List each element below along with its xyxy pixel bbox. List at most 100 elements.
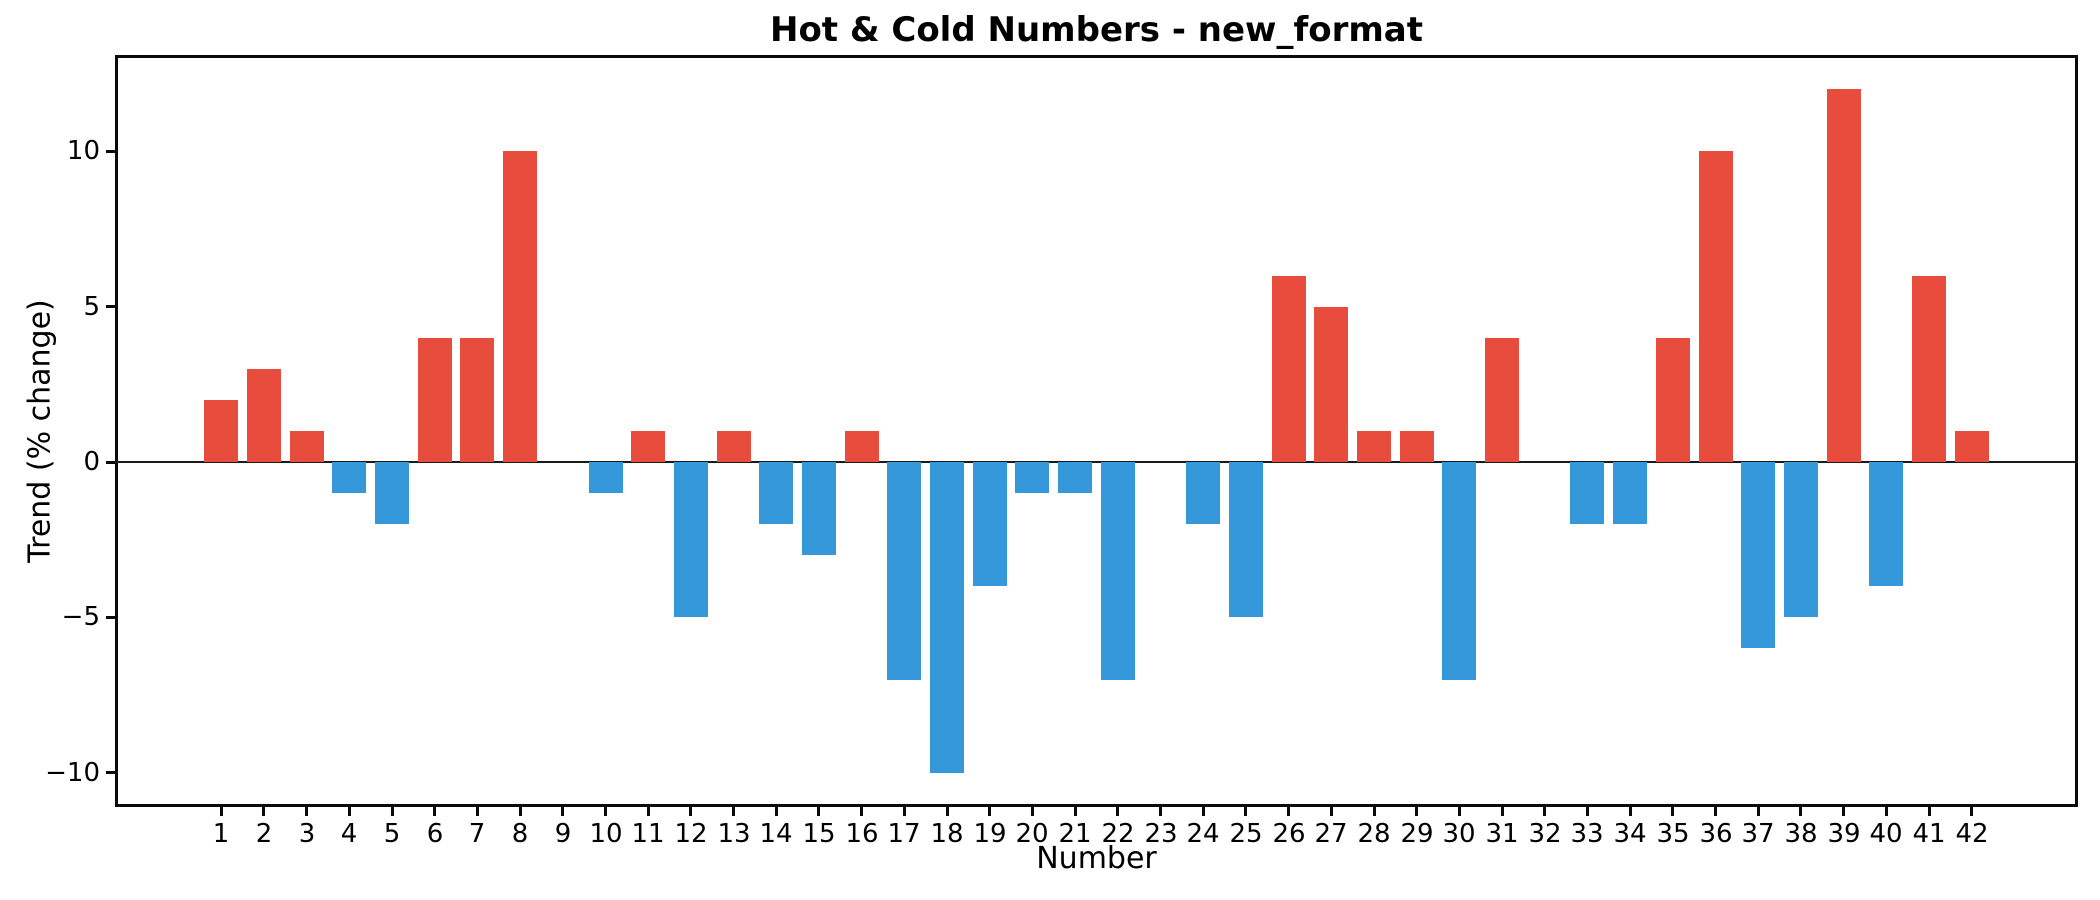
bar-13 xyxy=(717,431,751,462)
x-tick-mark-5 xyxy=(391,807,394,816)
y-tick-label--5: −5 xyxy=(61,602,100,632)
x-tick-label-16: 16 xyxy=(845,819,879,849)
x-tick-mark-30 xyxy=(1458,807,1461,816)
x-tick-label-10: 10 xyxy=(589,819,623,849)
bar-19 xyxy=(973,462,1007,586)
x-tick-mark-2 xyxy=(262,807,265,816)
x-tick-mark-42 xyxy=(1970,807,1973,816)
x-tick-mark-38 xyxy=(1799,807,1802,816)
x-tick-label-28: 28 xyxy=(1357,819,1391,849)
x-tick-mark-36 xyxy=(1714,807,1717,816)
x-tick-mark-35 xyxy=(1671,807,1674,816)
x-tick-mark-27 xyxy=(1330,807,1333,816)
x-tick-label-18: 18 xyxy=(930,819,964,849)
x-tick-mark-15 xyxy=(817,807,820,816)
x-tick-label-12: 12 xyxy=(674,819,708,849)
bar-3 xyxy=(290,431,324,462)
x-tick-mark-12 xyxy=(689,807,692,816)
x-tick-mark-24 xyxy=(1202,807,1205,816)
x-tick-mark-11 xyxy=(647,807,650,816)
x-tick-mark-20 xyxy=(1031,807,1034,816)
x-tick-label-39: 39 xyxy=(1827,819,1861,849)
x-tick-label-6: 6 xyxy=(426,819,444,849)
y-tick-label-0: 0 xyxy=(83,447,100,477)
x-tick-label-35: 35 xyxy=(1656,819,1690,849)
x-tick-label-31: 31 xyxy=(1485,819,1519,849)
x-tick-mark-33 xyxy=(1586,807,1589,816)
x-tick-mark-31 xyxy=(1501,807,1504,816)
x-tick-mark-17 xyxy=(903,807,906,816)
x-tick-label-19: 19 xyxy=(973,819,1007,849)
bar-20 xyxy=(1015,462,1049,493)
x-tick-mark-39 xyxy=(1842,807,1845,816)
bar-42 xyxy=(1955,431,1989,462)
bar-1 xyxy=(204,400,238,462)
bar-27 xyxy=(1314,307,1348,462)
x-tick-mark-9 xyxy=(561,807,564,816)
x-tick-mark-21 xyxy=(1074,807,1077,816)
x-tick-label-25: 25 xyxy=(1229,819,1263,849)
bar-21 xyxy=(1058,462,1092,493)
x-tick-label-13: 13 xyxy=(717,819,751,849)
x-tick-label-26: 26 xyxy=(1272,819,1306,849)
bar-38 xyxy=(1784,462,1818,617)
bar-37 xyxy=(1741,462,1775,648)
bar-36 xyxy=(1699,151,1733,462)
x-tick-mark-29 xyxy=(1415,807,1418,816)
x-tick-mark-7 xyxy=(476,807,479,816)
bar-24 xyxy=(1186,462,1220,524)
bar-18 xyxy=(930,462,964,773)
bar-39 xyxy=(1827,89,1861,462)
y-tick-mark-10 xyxy=(106,150,115,153)
x-tick-mark-28 xyxy=(1373,807,1376,816)
x-tick-mark-26 xyxy=(1287,807,1290,816)
y-tick-mark--10 xyxy=(106,771,115,774)
x-tick-mark-13 xyxy=(732,807,735,816)
bar-15 xyxy=(802,462,836,555)
bar-41 xyxy=(1912,276,1946,462)
x-tick-mark-41 xyxy=(1928,807,1931,816)
x-tick-label-4: 4 xyxy=(340,819,358,849)
x-tick-label-42: 42 xyxy=(1955,819,1989,849)
x-tick-label-34: 34 xyxy=(1613,819,1647,849)
x-tick-label-14: 14 xyxy=(759,819,793,849)
zero-line xyxy=(115,461,2078,464)
x-tick-label-27: 27 xyxy=(1314,819,1348,849)
x-tick-mark-4 xyxy=(348,807,351,816)
x-tick-mark-8 xyxy=(519,807,522,816)
bar-25 xyxy=(1229,462,1263,617)
x-tick-label-2: 2 xyxy=(255,819,273,849)
x-tick-label-23: 23 xyxy=(1144,819,1178,849)
bar-10 xyxy=(589,462,623,493)
bar-8 xyxy=(503,151,537,462)
bar-6 xyxy=(418,338,452,462)
bar-28 xyxy=(1357,431,1391,462)
x-tick-mark-32 xyxy=(1543,807,1546,816)
x-tick-mark-23 xyxy=(1159,807,1162,816)
bar-16 xyxy=(845,431,879,462)
y-tick-label--10: −10 xyxy=(45,758,100,788)
bar-7 xyxy=(460,338,494,462)
bar-2 xyxy=(247,369,281,462)
x-tick-label-36: 36 xyxy=(1699,819,1733,849)
x-tick-label-33: 33 xyxy=(1570,819,1604,849)
bar-17 xyxy=(887,462,921,680)
x-tick-label-3: 3 xyxy=(298,819,316,849)
x-tick-mark-19 xyxy=(988,807,991,816)
x-tick-label-11: 11 xyxy=(631,819,665,849)
x-tick-label-8: 8 xyxy=(511,819,529,849)
x-tick-mark-40 xyxy=(1885,807,1888,816)
bar-22 xyxy=(1101,462,1135,680)
x-tick-mark-3 xyxy=(305,807,308,816)
x-tick-mark-16 xyxy=(860,807,863,816)
x-tick-label-20: 20 xyxy=(1015,819,1049,849)
y-tick-label-10: 10 xyxy=(66,136,100,166)
x-tick-mark-22 xyxy=(1116,807,1119,816)
bar-35 xyxy=(1656,338,1690,462)
y-axis-label: Trend (% change) xyxy=(22,299,58,563)
x-tick-label-37: 37 xyxy=(1741,819,1775,849)
y-tick-mark-0 xyxy=(106,461,115,464)
bar-29 xyxy=(1400,431,1434,462)
x-tick-label-1: 1 xyxy=(212,819,230,849)
